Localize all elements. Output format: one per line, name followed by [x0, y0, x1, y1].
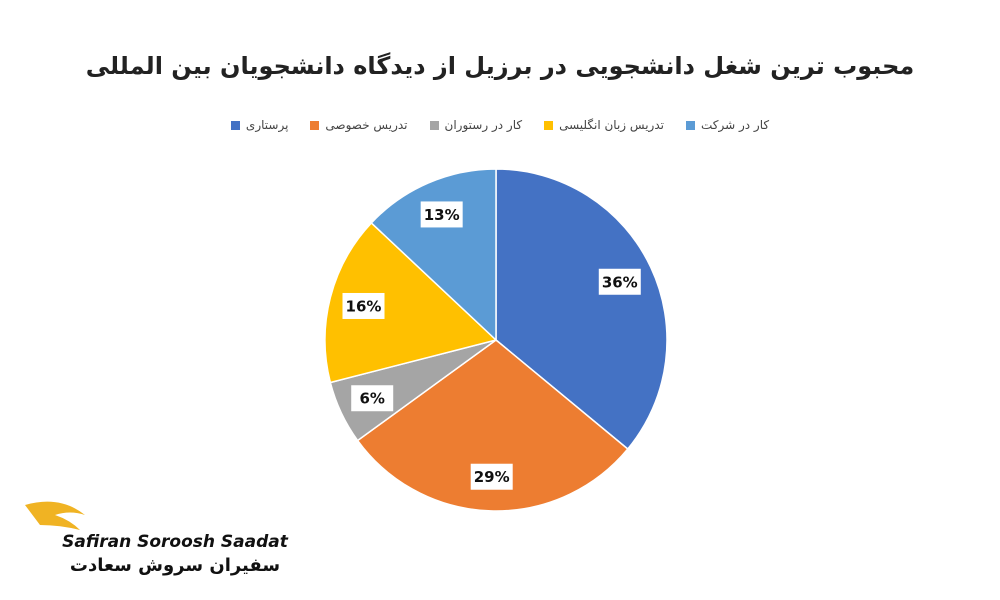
data-label: 16% [346, 297, 382, 315]
legend-swatch [429, 120, 439, 130]
legend-item: کار در شرکت [685, 118, 770, 132]
legend-item: تدریس خصوصی [310, 118, 408, 132]
chart-title: محبوب ترین شغل دانشجویی در برزیل از دیدگ… [85, 52, 915, 80]
legend-swatch [230, 120, 240, 130]
legend-item: تدریس زبان انگلیسی [544, 118, 664, 132]
pie-slice [370, 168, 497, 342]
logo: Safiran Soroosh Saadat سفیران سروش سعادت [25, 501, 289, 576]
legend-item: کار در رستوران [429, 118, 523, 132]
legend-label: کار در رستوران [444, 118, 523, 132]
logo-wing [25, 501, 85, 530]
data-label-box [342, 292, 385, 319]
pie-slice [356, 339, 629, 512]
data-label: 36% [602, 273, 638, 291]
pie-slice [495, 168, 668, 451]
data-label: 29% [474, 468, 510, 486]
legend-item: پرستاری [230, 118, 289, 132]
legend-swatch [685, 120, 695, 130]
pie-slice [324, 221, 498, 384]
legend-label: پرستاری [245, 118, 289, 132]
logo-name: Safiran Soroosh Saadat [62, 532, 289, 552]
data-label-box [598, 268, 641, 295]
legend: پرستاری تدریس خصوصی کار در رستوران تدریس زب… [0, 118, 1000, 132]
logo-name-fa: سفیران سروش سعادت [70, 555, 280, 576]
legend-swatch [544, 120, 554, 130]
data-label: 6% [359, 390, 384, 408]
data-label-box [351, 385, 394, 412]
data-label-box [470, 463, 513, 490]
legend-label: کار در شرکت [700, 118, 770, 132]
legend-label: تدریس زبان انگلیسی [559, 118, 664, 132]
legend-label: تدریس خصوصی [325, 118, 408, 132]
legend-swatch [310, 120, 320, 130]
data-label-box [420, 201, 463, 228]
data-label: 13% [424, 206, 460, 224]
